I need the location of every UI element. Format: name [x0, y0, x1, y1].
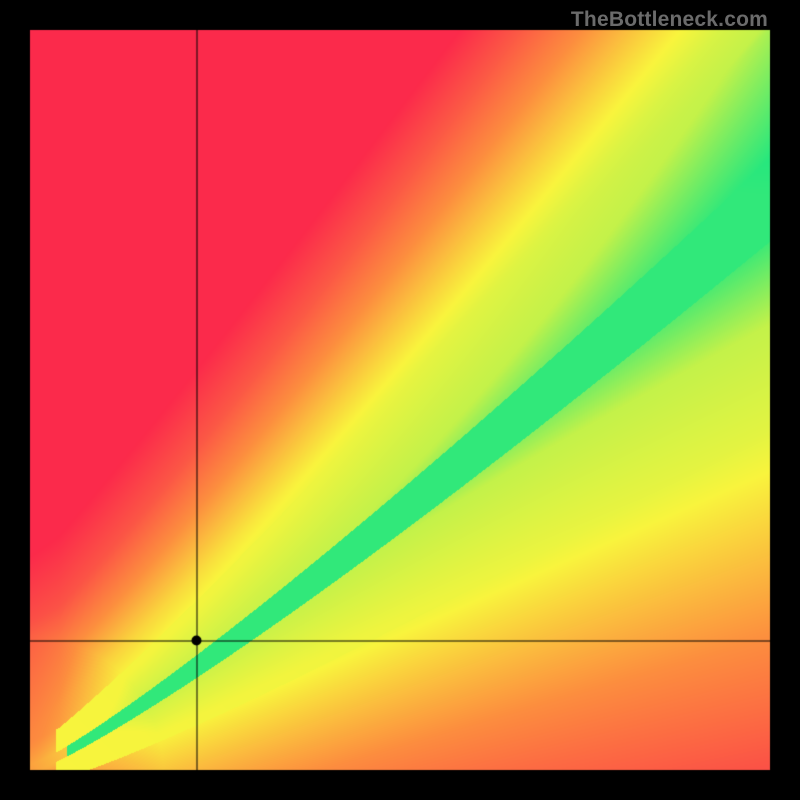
watermark-label: TheBottleneck.com [571, 8, 768, 32]
chart-container: TheBottleneck.com [0, 0, 800, 800]
heatmap-canvas [0, 0, 800, 800]
